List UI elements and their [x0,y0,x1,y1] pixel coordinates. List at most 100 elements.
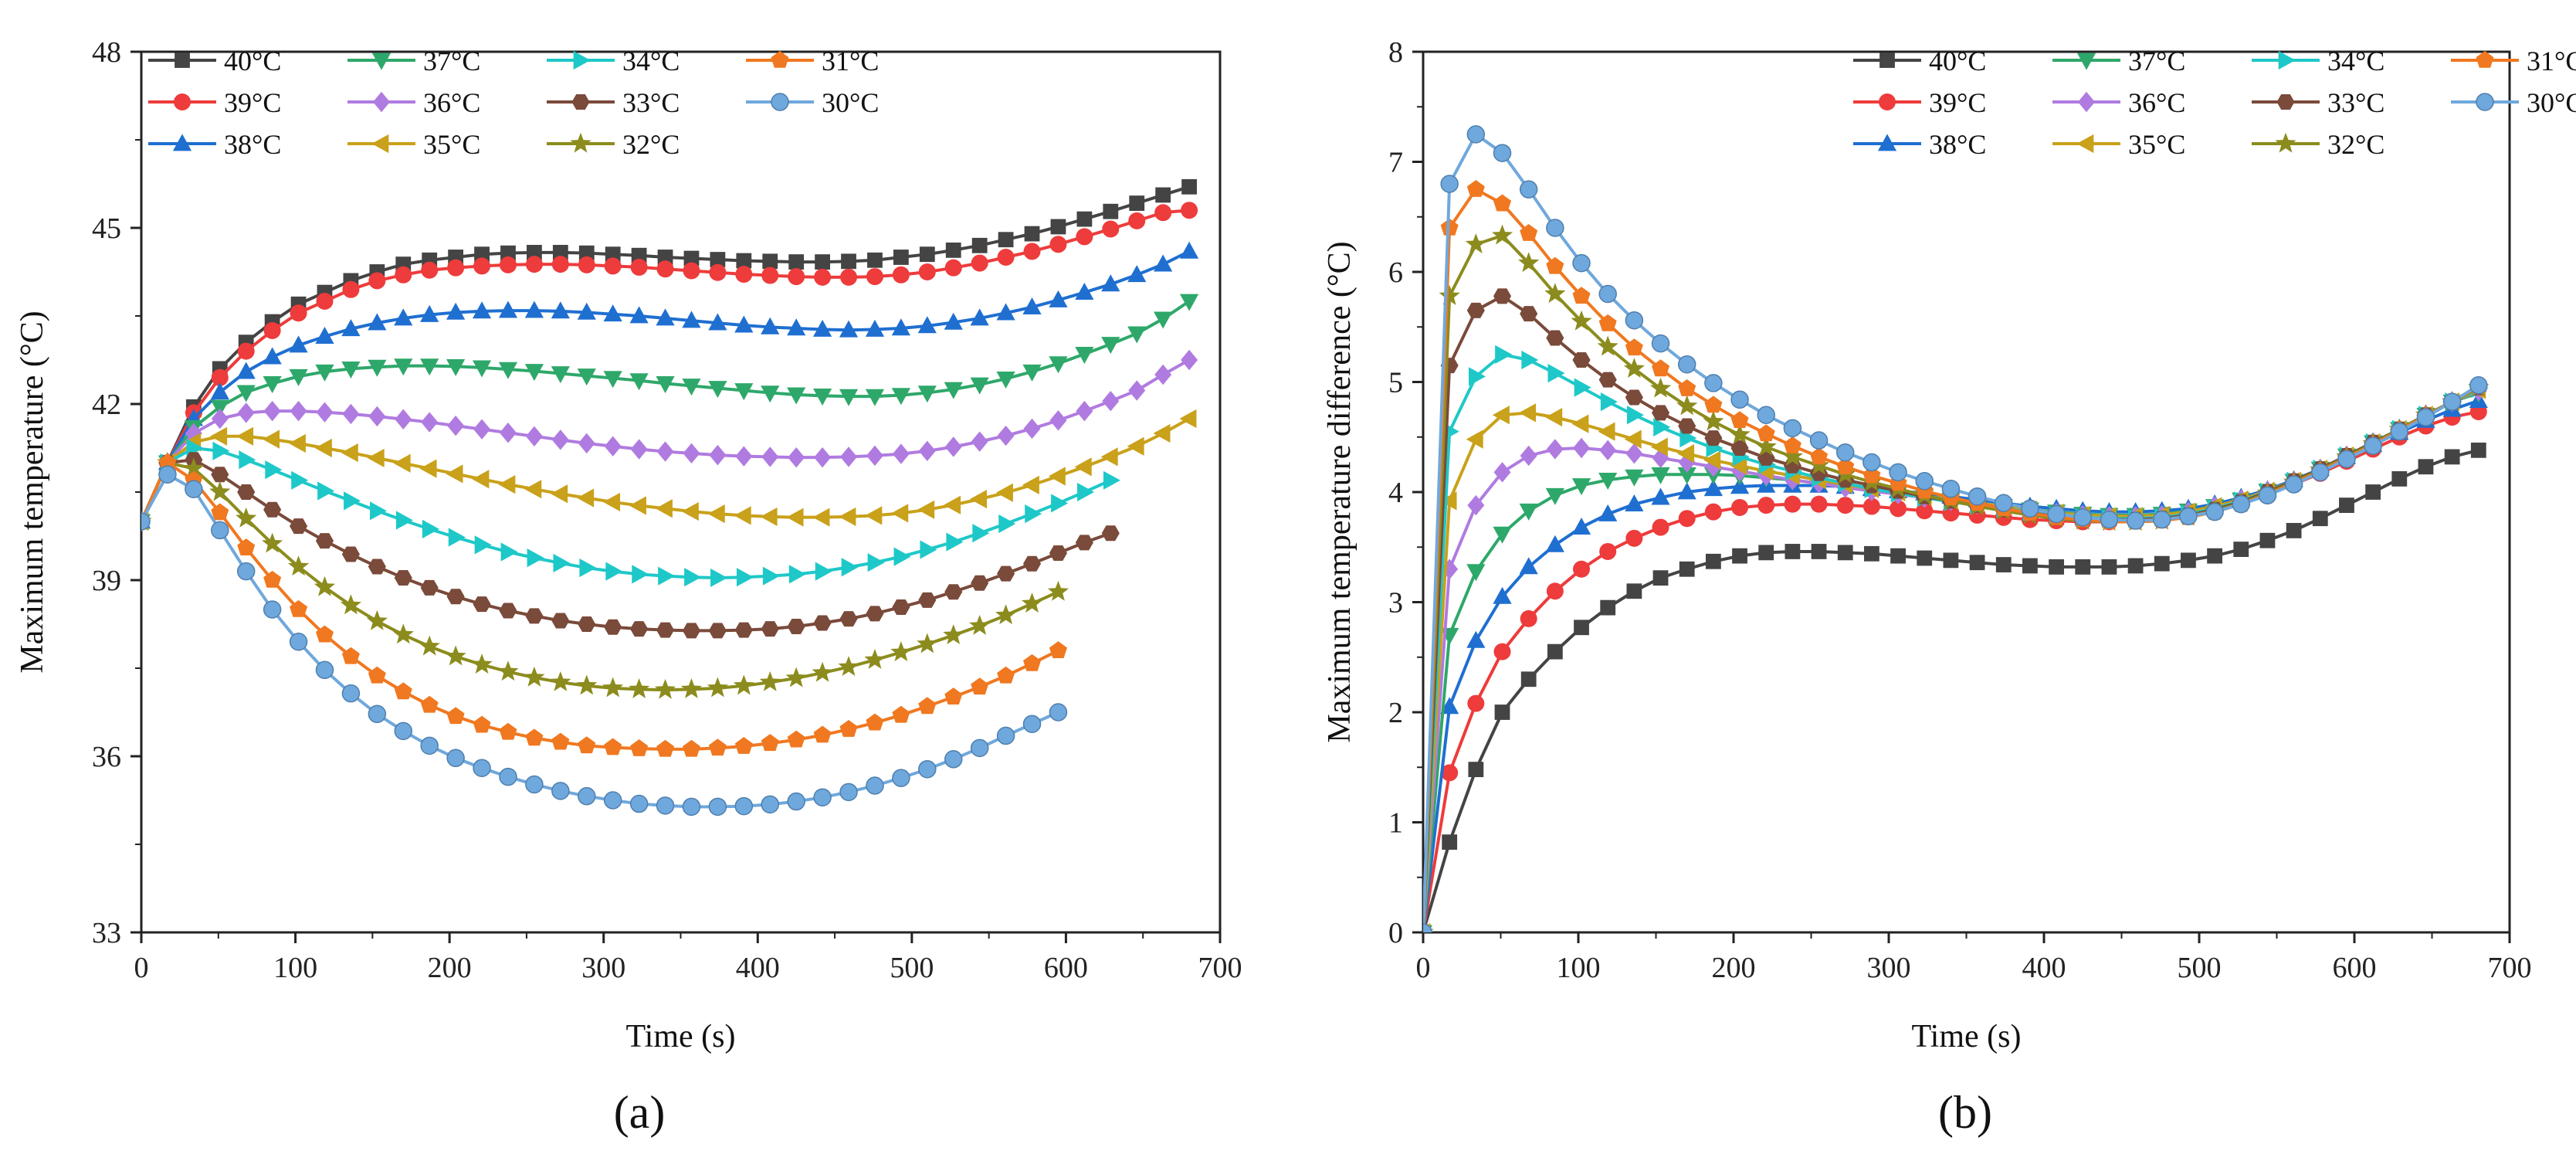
data-point [525,728,544,746]
data-point [577,488,595,508]
data-point [1705,553,1721,569]
data-point [996,303,1015,321]
data-point [394,358,413,376]
data-point [290,304,307,322]
legend-marker [371,134,389,154]
data-point [997,666,1015,684]
data-point [1076,228,1093,246]
data-point [970,738,989,758]
data-point [420,358,439,376]
data-point [1440,175,1459,193]
chart-panel-a: 0 100 200 300 400 500 600 700 33 36 39 42 45 48 Time (… [15,36,1242,1138]
data-point [210,399,229,417]
legend-marker [771,50,789,68]
data-point [1127,326,1147,344]
data-point [2049,559,2064,575]
data-point [447,259,465,277]
series-35°C [141,409,1197,531]
data-point [839,389,859,406]
chart-panel-b: 0 100 200 300 400 500 600 700 0 1 2 3 4 5 6 7 8 Time (s) M… [1322,36,2576,1138]
x-tick-label: 600 [2333,952,2377,984]
legend-item: 30°C [2451,87,2576,118]
data-point [998,232,1014,248]
data-point [1021,592,1043,613]
data-point [578,433,595,454]
data-point [1493,526,1512,544]
data-point [917,500,935,519]
data-point [1022,475,1039,494]
data-point [787,730,805,748]
data-point [1545,535,1564,552]
data-point [500,542,518,562]
data-point [1599,440,1617,461]
data-point [1598,504,1618,521]
data-point [1048,467,1066,486]
legend-item: 34°C [2252,46,2384,76]
data-point [1439,491,1457,511]
data-point [656,796,675,815]
data-point [1678,452,1696,473]
data-point [865,319,885,337]
data-point [1703,479,1723,497]
data-point [419,635,440,656]
data-point [2127,558,2144,574]
data-point [917,316,937,334]
legend-marker [571,94,590,110]
data-point [840,446,858,467]
legend-label: 30°C [2527,87,2576,118]
data-point [237,538,256,555]
data-point [684,568,702,587]
data-point [576,674,598,695]
data-point [1519,403,1537,423]
data-point [341,647,360,664]
data-point [629,373,649,391]
data-point [1836,457,1855,475]
data-point [1704,374,1723,392]
x-tick-label: 100 [273,952,317,984]
data-point [2075,559,2091,575]
data-point [1571,478,1591,496]
data-point [395,409,412,430]
data-point [604,436,622,457]
data-point [211,408,229,430]
data-point [1181,349,1198,371]
data-point [1103,203,1119,219]
data-point [1050,219,1066,235]
data-point [1077,482,1095,502]
data-point [394,308,413,326]
data-point [996,726,1015,745]
data-point [944,584,963,600]
data-point [787,619,805,635]
data-point [314,438,332,458]
data-point [1863,545,1879,562]
data-point [603,371,622,389]
data-point [158,465,177,484]
legend-item: 34°C [547,46,680,76]
data-point [2286,522,2302,538]
data-point [183,457,205,478]
data-point [632,565,649,584]
data-point [1101,525,1120,542]
data-point [1022,364,1042,382]
data-point [733,674,754,695]
data-point [1129,195,1145,211]
data-point [1889,463,1907,482]
data-point [341,319,361,337]
data-point [1597,335,1618,356]
data-point [1917,550,1933,566]
data-point [287,555,310,576]
data-point [1466,125,1486,144]
data-point [289,368,308,386]
data-point [1995,557,2012,572]
data-point [316,293,334,310]
legend-label: 38°C [1929,129,1986,160]
data-point [1784,495,1802,513]
legend-marker [2476,50,2494,68]
data-point [212,441,230,460]
legend-item: 38°C [148,129,281,160]
data-point [473,257,491,275]
data-point [629,306,649,324]
data-point [1520,671,1537,688]
data-point [2154,555,2170,572]
data-point [211,521,229,540]
